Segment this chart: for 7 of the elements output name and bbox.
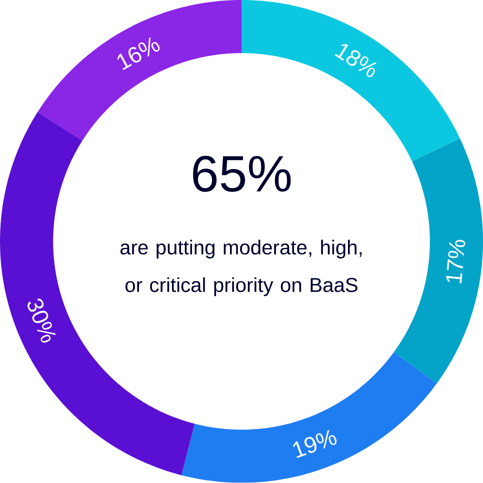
data-label: 16% (117, 37, 160, 70)
text: are putting moderate, high, or critical priority on BaaS (120, 240, 362, 296)
data-label: 17% (446, 240, 466, 284)
text: 65% (193, 156, 291, 192)
data-label: 19% (293, 430, 337, 458)
data-label: 30% (28, 298, 56, 343)
data-label: 18% (334, 44, 377, 78)
